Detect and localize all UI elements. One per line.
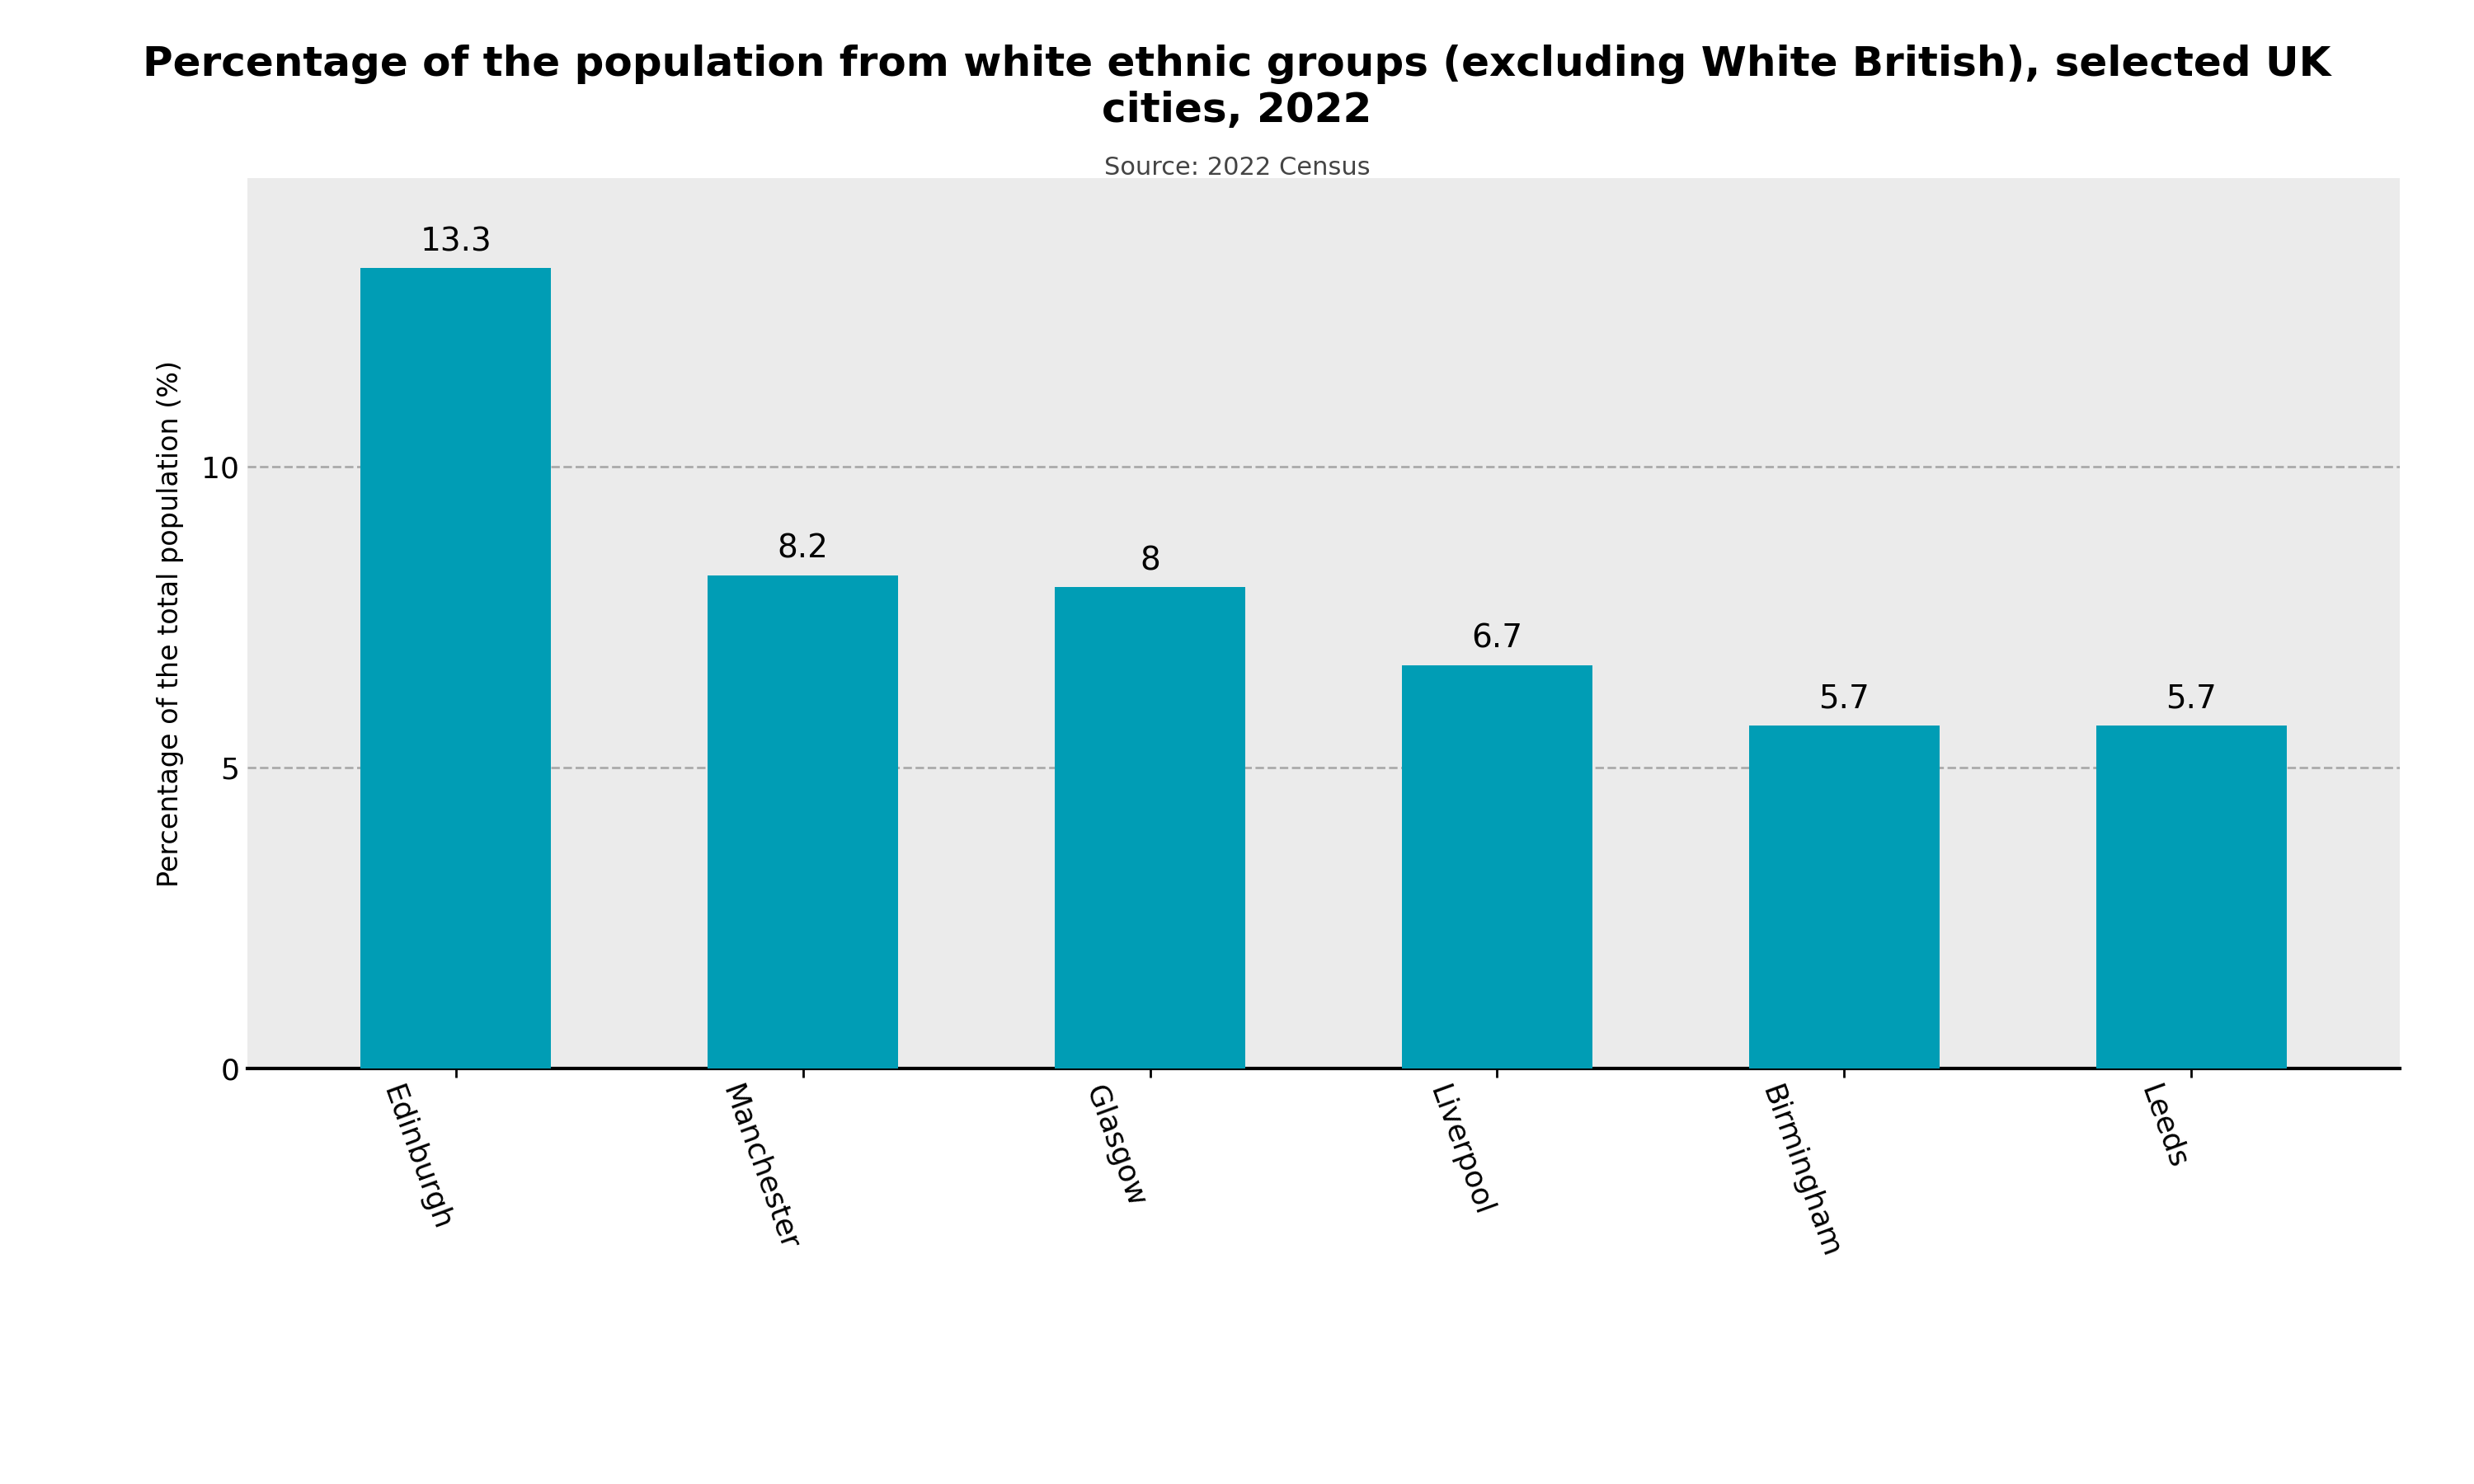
Text: 13.3: 13.3 <box>421 226 492 258</box>
Text: 5.7: 5.7 <box>1818 684 1870 715</box>
Text: 5.7: 5.7 <box>2165 684 2217 715</box>
Text: 8: 8 <box>1141 545 1160 576</box>
Text: 8.2: 8.2 <box>777 533 829 564</box>
Bar <box>2095 726 2286 1068</box>
Bar <box>1749 726 1940 1068</box>
Text: 6.7: 6.7 <box>1472 623 1524 654</box>
Text: Source: 2022 Census: Source: 2022 Census <box>1103 156 1371 180</box>
Bar <box>1054 588 1244 1068</box>
Bar <box>708 576 898 1068</box>
Y-axis label: Percentage of the total population (%): Percentage of the total population (%) <box>156 361 183 886</box>
Bar <box>361 269 552 1068</box>
Text: Percentage of the population from white ethnic groups (excluding White British),: Percentage of the population from white … <box>143 45 2331 131</box>
Bar <box>1403 665 1593 1068</box>
